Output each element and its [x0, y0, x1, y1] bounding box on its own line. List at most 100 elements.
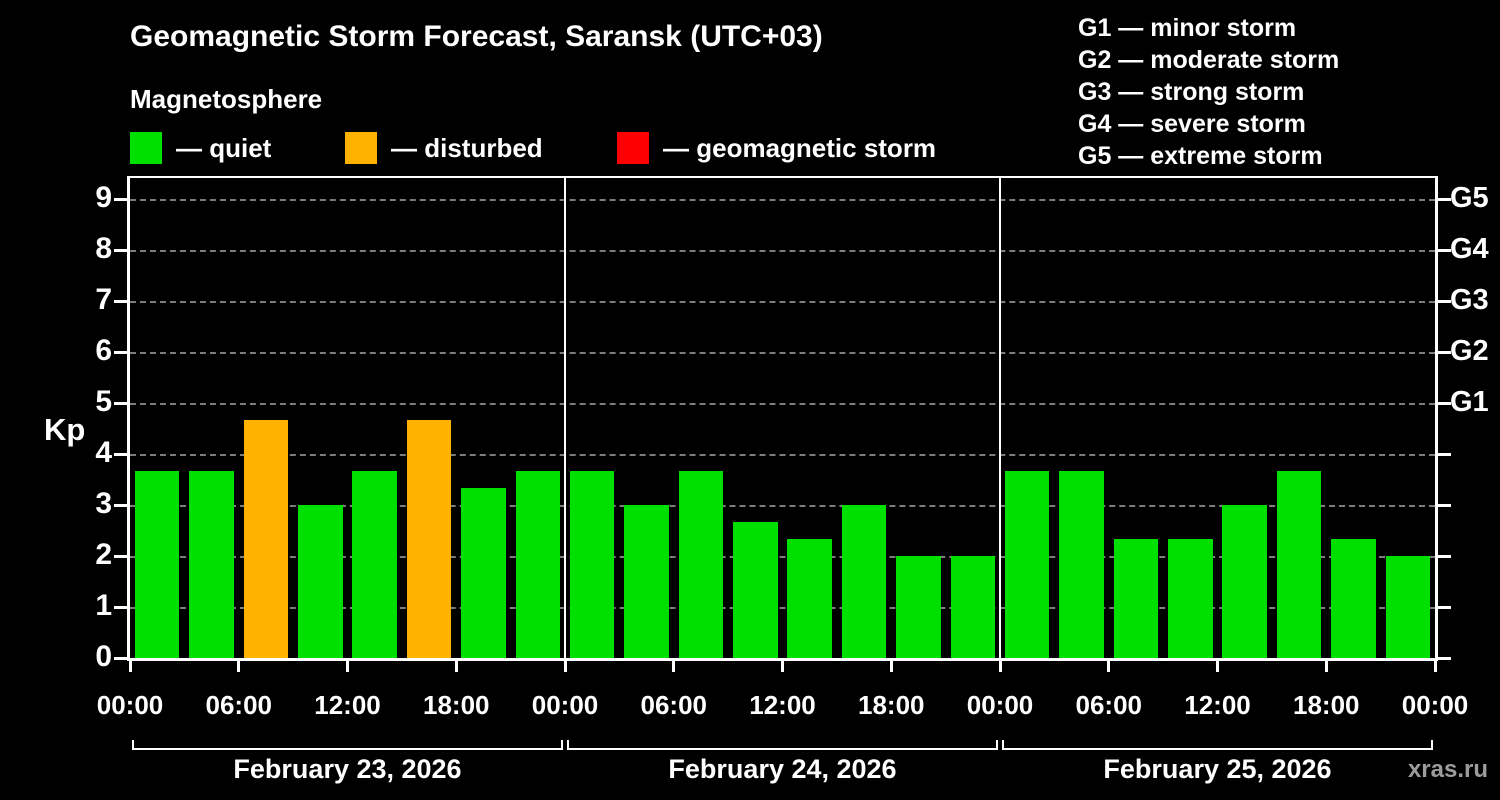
gridline-kp-1 — [130, 607, 1435, 609]
legend-label-disturbed: — disturbed — [391, 132, 543, 163]
gridline-kp-9 — [130, 199, 1435, 201]
y-tick-label: 3 — [95, 487, 112, 520]
g5-legend-line: G5 — extreme storm — [1078, 142, 1323, 170]
x-tick-mark — [1216, 661, 1219, 672]
x-tick-label: 00:00 — [1401, 690, 1469, 720]
x-tick-mark — [1107, 661, 1111, 672]
x-tick-mark — [781, 661, 784, 672]
quiet-color-swatch — [130, 132, 162, 164]
x-tick-mark — [237, 661, 241, 672]
date-bracket — [132, 740, 563, 750]
y-tick-mark — [114, 198, 127, 201]
y-tick-label: 8 — [95, 232, 112, 265]
y-tick-mark-right — [1438, 606, 1451, 609]
x-tick-label: 18:00 — [1293, 690, 1360, 720]
kp-bar — [243, 419, 289, 658]
y-tick-label: 5 — [95, 385, 112, 418]
axis-line-bottom — [127, 658, 1438, 661]
chart-subtitle: Magnetosphere — [130, 84, 323, 114]
y-tick-mark — [114, 555, 127, 558]
legend-label-quiet: — quiet — [176, 132, 272, 163]
y-tick-mark-right — [1438, 402, 1451, 405]
legend-item-quiet: — quiet — [130, 132, 271, 164]
y-tick-mark — [114, 606, 127, 609]
x-tick-label: 00:00 — [96, 690, 164, 720]
kp-bar — [1113, 539, 1159, 658]
x-tick-mark — [1433, 661, 1437, 672]
x-tick-label: 12:00 — [749, 690, 816, 720]
kp-bar — [1385, 556, 1431, 658]
date-label: February 25, 2026 — [1103, 754, 1332, 784]
kp-bar — [678, 470, 724, 658]
x-tick-label: 18:00 — [858, 690, 925, 720]
y-tick-label: 0 — [95, 640, 112, 673]
kp-bar — [1222, 505, 1267, 658]
date-label: February 24, 2026 — [668, 754, 897, 784]
axis-line-left — [127, 176, 130, 661]
y-tick-mark — [114, 504, 127, 507]
gridline-kp-8 — [130, 250, 1435, 252]
gridline-kp-5 — [130, 403, 1435, 405]
y-tick-mark-right — [1438, 300, 1451, 303]
y-tick-mark-right — [1438, 249, 1451, 252]
x-tick-label: 06:00 — [205, 690, 273, 720]
axis-line-top — [127, 176, 1438, 178]
kp-bar — [569, 470, 615, 658]
gridline-kp-4 — [130, 454, 1435, 456]
x-tick-mark — [889, 661, 893, 672]
kp-bar — [841, 505, 887, 658]
kp-bar — [787, 539, 832, 658]
kp-bar — [515, 470, 561, 658]
y-tick-label: 7 — [95, 283, 112, 316]
kp-bar — [189, 470, 234, 658]
kp-bar — [134, 470, 180, 658]
chart-title: Geomagnetic Storm Forecast, Saransk (UTC… — [130, 20, 823, 53]
gridline-kp-7 — [130, 301, 1435, 303]
kp-bar — [1331, 539, 1376, 658]
y-tick-mark-right — [1438, 657, 1451, 660]
y-tick-label: 4 — [95, 436, 112, 469]
g-level-label: G4 — [1450, 233, 1489, 265]
y-tick-mark — [114, 657, 127, 660]
g-level-label: G5 — [1450, 182, 1489, 214]
kp-bar — [1276, 470, 1322, 658]
kp-bar — [950, 556, 996, 658]
y-tick-mark-right — [1438, 351, 1451, 354]
y-axis-title: Kp — [44, 412, 86, 447]
x-tick-mark — [128, 661, 132, 672]
kp-bar — [733, 521, 778, 658]
kp-bar — [1168, 539, 1213, 658]
g1-legend-line: G1 — minor storm — [1078, 14, 1297, 42]
x-tick-label: 18:00 — [423, 690, 490, 720]
x-tick-label: 00:00 — [531, 690, 599, 720]
kp-bar — [624, 505, 669, 658]
x-tick-label: 12:00 — [314, 690, 381, 720]
y-tick-mark-right — [1438, 504, 1451, 507]
y-tick-label: 1 — [95, 589, 112, 622]
y-tick-mark — [114, 402, 127, 405]
kp-bar — [461, 488, 506, 658]
legend-item-storm: — geomagnetic storm — [617, 132, 936, 164]
y-tick-mark — [114, 453, 127, 456]
storm-color-swatch — [617, 132, 649, 164]
g-scale-legend: G1 — minor storm G2 — moderate storm G3 … — [1078, 12, 1339, 172]
gridline-kp-6 — [130, 352, 1435, 354]
x-tick-mark — [563, 661, 567, 672]
x-tick-mark — [454, 661, 458, 672]
legend-label-storm: — geomagnetic storm — [663, 132, 937, 163]
y-tick-mark — [114, 351, 127, 354]
x-tick-label: 06:00 — [640, 690, 708, 720]
y-tick-mark — [114, 300, 127, 303]
x-tick-mark — [346, 661, 349, 672]
plot-area — [130, 178, 1435, 658]
g-level-label: G3 — [1450, 284, 1489, 316]
axis-line-right — [1435, 176, 1438, 661]
g-level-label: G1 — [1450, 386, 1489, 418]
x-tick-mark — [672, 661, 676, 672]
date-label: February 23, 2026 — [233, 754, 462, 784]
kp-bar — [406, 419, 452, 658]
y-tick-label: 9 — [95, 181, 112, 214]
y-tick-mark-right — [1438, 198, 1451, 201]
kp-bar — [352, 470, 397, 658]
